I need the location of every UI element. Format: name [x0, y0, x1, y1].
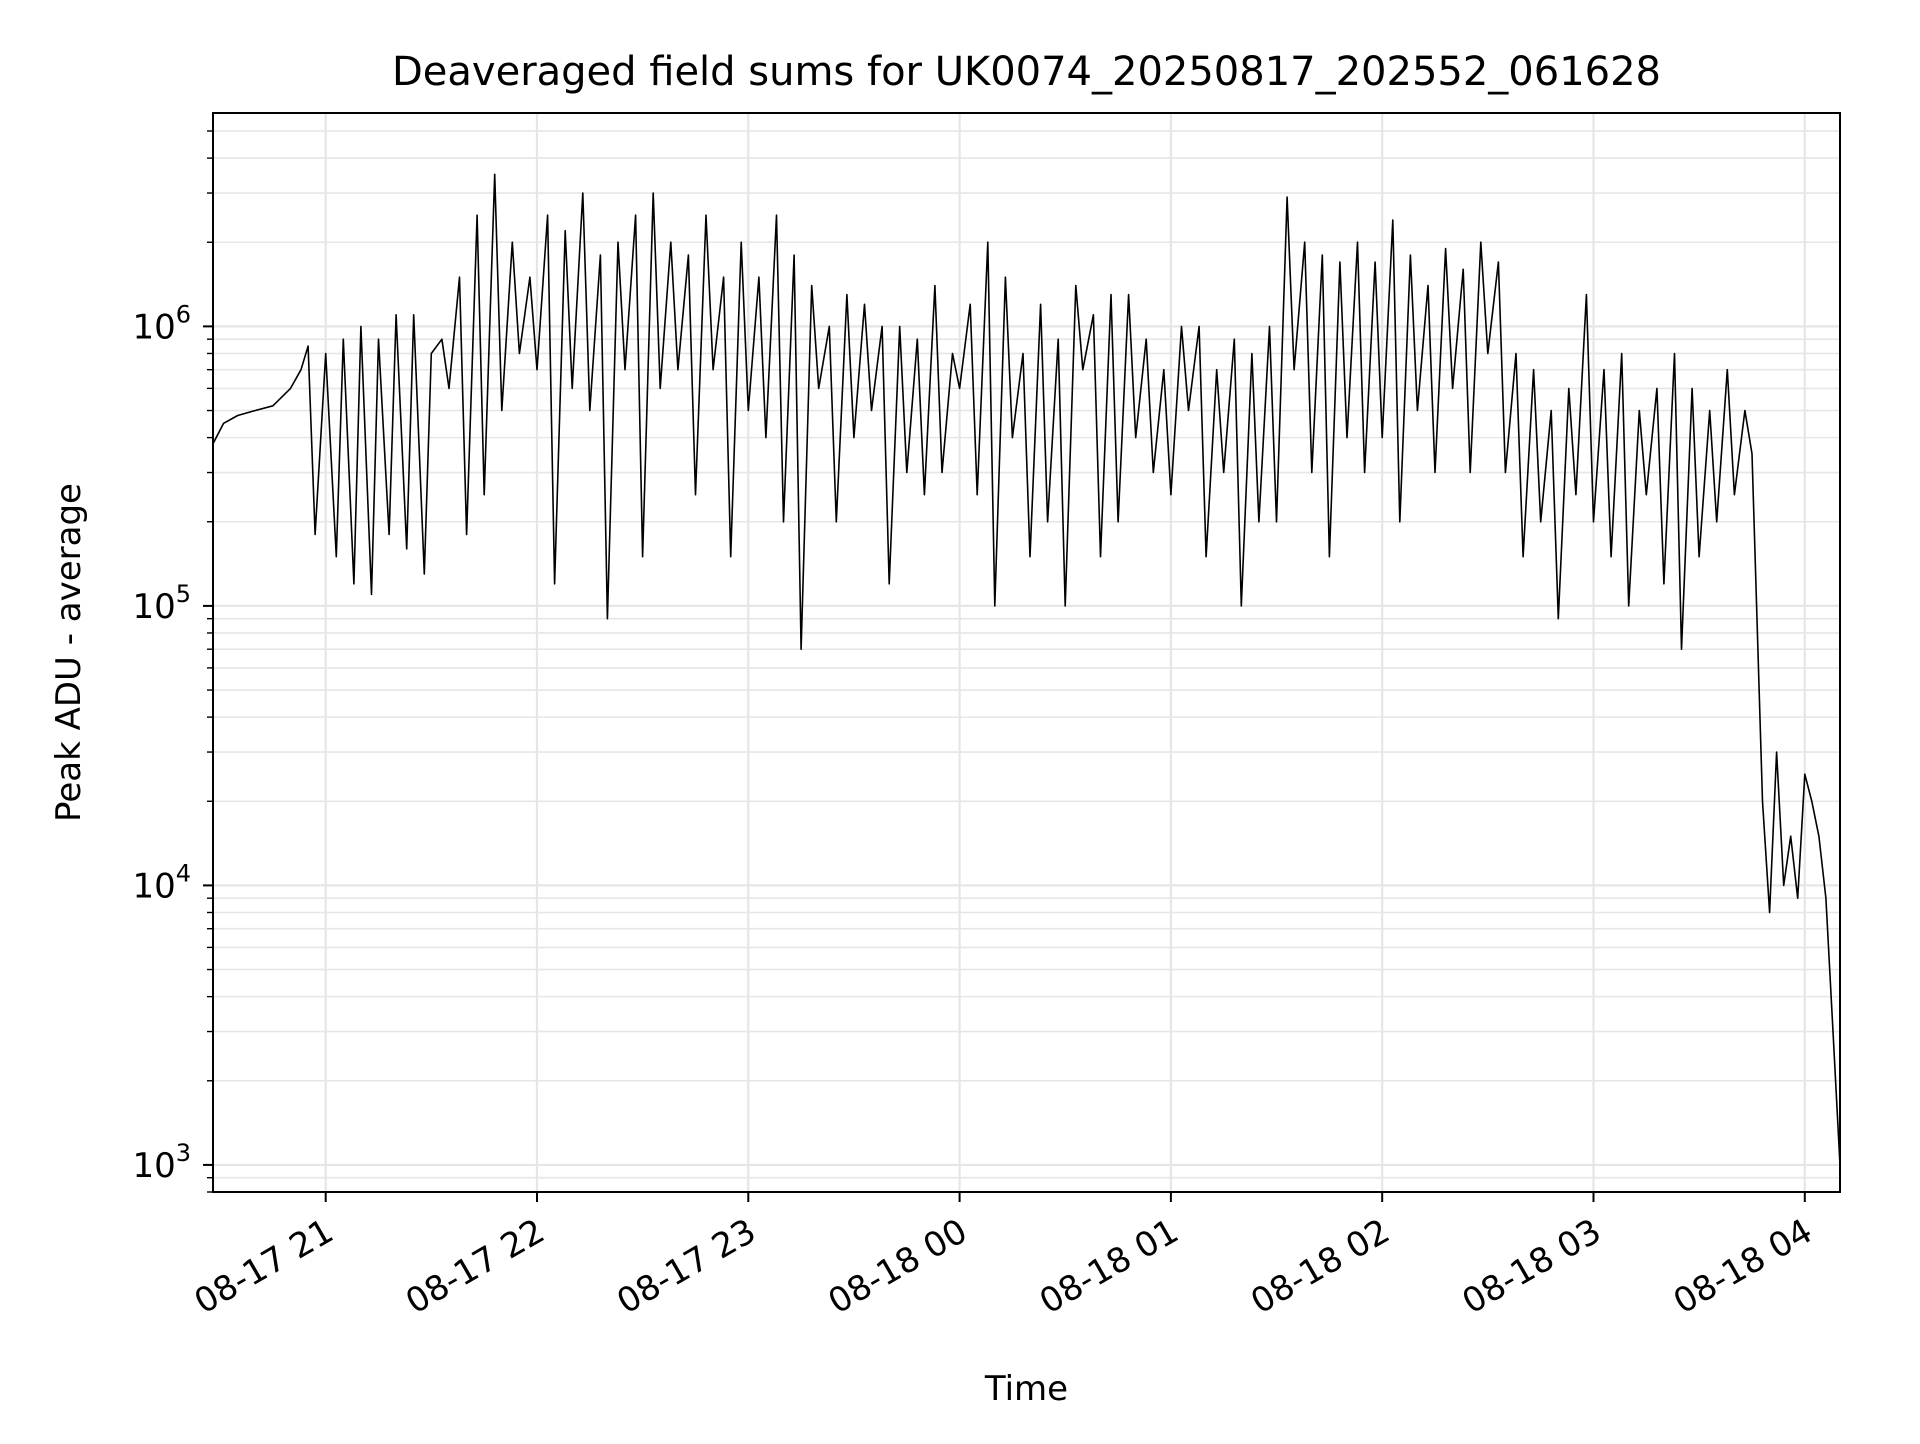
- y-tick-label: 106: [132, 300, 191, 347]
- y-tick-label: 103: [132, 1139, 191, 1186]
- gridlines: [213, 113, 1840, 1193]
- y-axis-ticks: 103 104 105 106: [132, 130, 213, 1193]
- chart-title: Deaveraged field sums for UK0074_2025081…: [392, 49, 1661, 95]
- y-tick-label: 104: [132, 859, 191, 906]
- series-line: [212, 173, 1841, 1165]
- series-layer: [212, 173, 1841, 1165]
- y-tick-label: 105: [132, 580, 191, 627]
- x-axis-label: Time: [984, 1369, 1068, 1409]
- plot-area-frame: [212, 112, 1841, 1193]
- y-axis-label: Peak ADU - average: [49, 483, 89, 822]
